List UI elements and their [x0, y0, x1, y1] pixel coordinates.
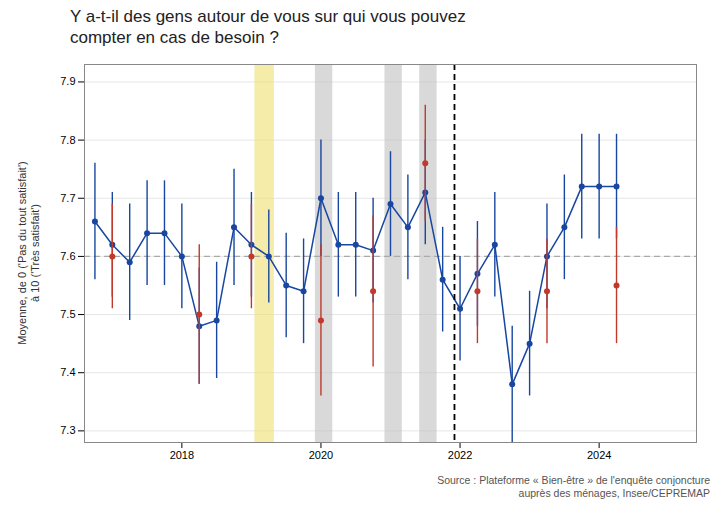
svg-text:7.3: 7.3 — [60, 424, 75, 436]
svg-text:2018: 2018 — [170, 449, 194, 461]
svg-text:7.9: 7.9 — [60, 75, 75, 87]
svg-text:2024: 2024 — [587, 449, 611, 461]
svg-text:7.4: 7.4 — [60, 366, 75, 378]
svg-text:2022: 2022 — [448, 449, 472, 461]
svg-text:2020: 2020 — [309, 449, 333, 461]
svg-text:7.5: 7.5 — [60, 308, 75, 320]
svg-text:7.6: 7.6 — [60, 250, 75, 262]
html-text:Y a-t-il des gens autour de vo: Y a-t-il des gens autour de vous sur qui… — [70, 7, 466, 47]
svg-text:Moyenne, de 0 ('Pas du tout sa: Moyenne, de 0 ('Pas du tout satisfait')à… — [16, 161, 41, 344]
svg-text:7.8: 7.8 — [60, 134, 75, 146]
html-text:Source : Plateforme « Bien-êtr: Source : Plateforme « Bien-être » de l'e… — [437, 474, 710, 499]
svg-text:7.7: 7.7 — [60, 192, 75, 204]
